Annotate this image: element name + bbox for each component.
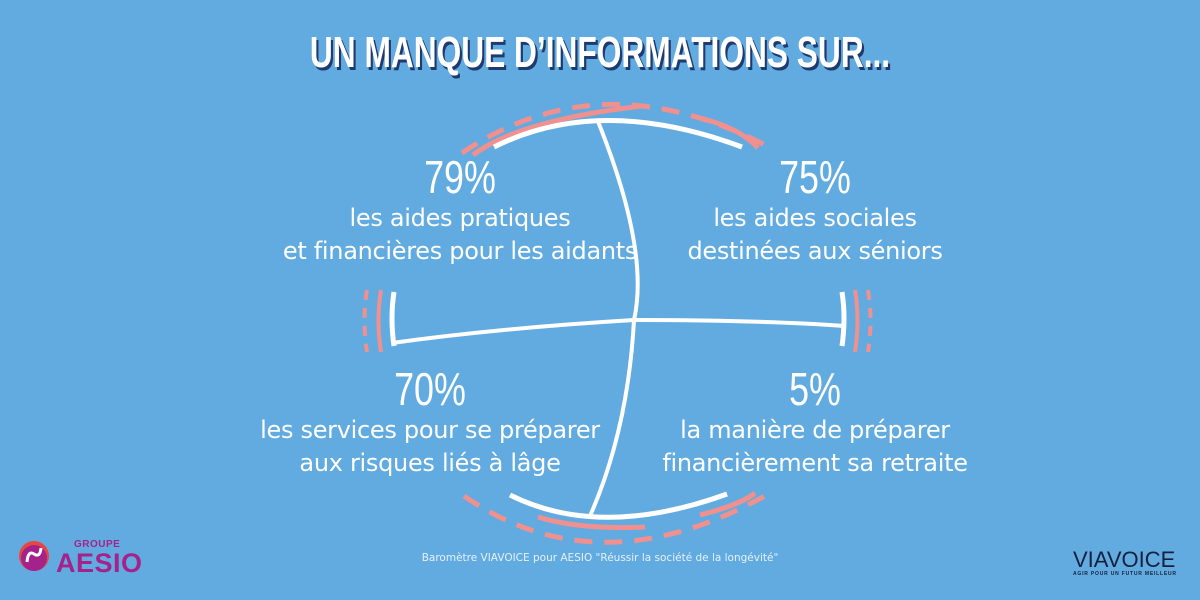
stat-value: 5% xyxy=(789,363,841,415)
white-right-edge xyxy=(839,291,847,347)
pink-solid-bottom-arc-right xyxy=(699,490,757,518)
white-meridian xyxy=(588,118,640,517)
stat-description-line2: et financières pour les aidants xyxy=(282,237,638,265)
viavoice-logo: VIAVOICE AGIR POUR UN FUTUR MEILLEUR xyxy=(1073,547,1177,578)
page-title: UN MANQUE D’INFORMATIONS SUR... xyxy=(309,28,891,77)
aesio-logo-name: AESIO xyxy=(56,548,143,578)
stat-value: 70% xyxy=(394,363,466,415)
stat-description-line2: aux risques liés à lâge xyxy=(299,449,561,477)
stat-description-line2: destinées aux séniors xyxy=(687,237,943,265)
white-top-arc xyxy=(492,118,743,150)
source-note: Baromètre VIAVOICE pour AESIO "Réussir l… xyxy=(421,552,779,564)
pink-dashed-left xyxy=(362,289,369,353)
stat-value: 75% xyxy=(779,151,851,203)
aesio-logo: GROUPE AESIO xyxy=(16,536,156,580)
white-bottom-arc xyxy=(508,491,728,520)
pink-solid-top-arc-right xyxy=(699,115,760,150)
stat-description-line2: financièrement sa retraite xyxy=(662,449,968,477)
aesio-mark-icon xyxy=(19,541,49,571)
pink-solid-top-arc-left xyxy=(471,103,643,158)
stat-description-line1: les aides sociales xyxy=(713,204,917,232)
aesio-logo-groupe: GROUPE xyxy=(74,539,121,550)
pink-solid-left xyxy=(376,289,383,353)
white-equator xyxy=(391,317,846,345)
stat-services-risques: 70% les services pour se préparer aux ri… xyxy=(220,364,640,480)
pink-dashed-right xyxy=(866,289,873,353)
stat-description-line1: les aides pratiques xyxy=(349,204,571,232)
stat-description-line1: la manière de préparer xyxy=(680,416,950,444)
pink-dashed-bottom-arc xyxy=(462,490,772,545)
pink-solid-bottom-arc-left xyxy=(537,514,646,531)
viavoice-logo-tagline: AGIR POUR UN FUTUR MEILLEUR xyxy=(1073,571,1177,577)
viavoice-logo-name: VIAVOICE xyxy=(1073,547,1176,572)
stat-aides-sociales: 75% les aides sociales destinées aux sén… xyxy=(640,152,990,268)
stat-description-line1: les services pour se préparer xyxy=(260,416,600,444)
white-left-edge xyxy=(389,291,397,347)
stat-aides-pratiques: 79% les aides pratiques et financières p… xyxy=(270,152,650,268)
stat-value: 79% xyxy=(424,151,496,203)
pink-solid-right xyxy=(853,289,860,353)
stat-retraite: 5% la manière de préparer financièrement… xyxy=(630,364,1000,480)
